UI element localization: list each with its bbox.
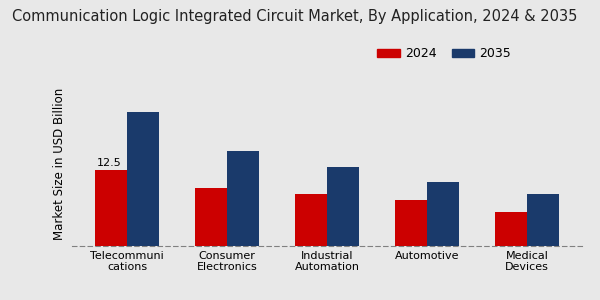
Text: 12.5: 12.5 xyxy=(97,158,121,168)
Y-axis label: Market Size in USD Billion: Market Size in USD Billion xyxy=(53,87,67,240)
Bar xyxy=(527,194,559,246)
Bar xyxy=(227,151,259,246)
Bar xyxy=(195,188,227,246)
Text: Communication Logic Integrated Circuit Market, By Application, 2024 & 2035: Communication Logic Integrated Circuit M… xyxy=(12,9,577,24)
Bar xyxy=(327,167,359,246)
Bar xyxy=(295,194,327,246)
Legend: 2024, 2035: 2024, 2035 xyxy=(373,42,516,65)
Bar xyxy=(427,182,459,246)
Bar xyxy=(495,212,527,246)
Bar xyxy=(95,169,127,246)
Bar xyxy=(395,200,427,246)
Bar xyxy=(127,112,159,246)
